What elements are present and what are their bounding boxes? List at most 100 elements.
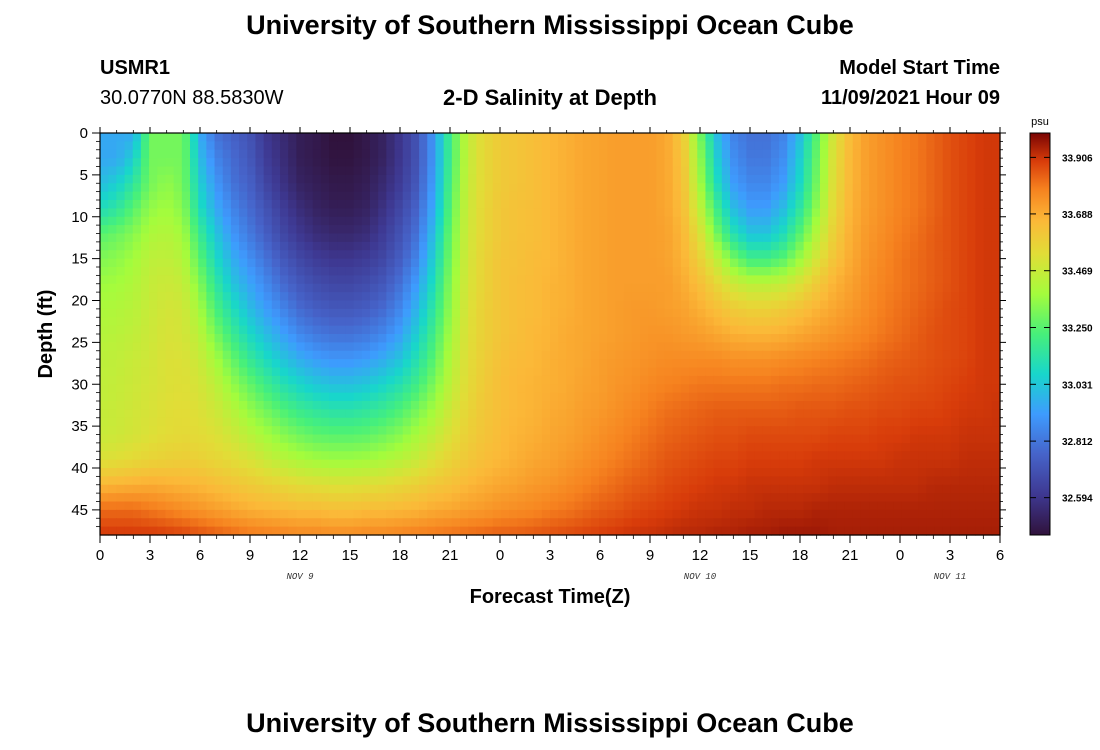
heatmap-cell [239,283,248,293]
heatmap-cell [312,476,322,486]
heatmap-cell [140,375,150,385]
heatmap-cell [541,476,551,486]
heatmap-cell [370,208,379,218]
heatmap-cell [460,283,469,293]
heatmap-cell [312,141,322,151]
heatmap-cell [901,317,911,327]
heatmap-cell [754,384,764,394]
heatmap-cell [877,392,887,402]
heatmap-cell [541,501,551,511]
heatmap-cell [280,501,289,511]
heatmap-cell [206,468,216,477]
heatmap-cell [779,501,788,511]
heatmap-cell [869,317,878,327]
heatmap-cell [623,375,633,385]
heatmap-cell [811,459,821,469]
heatmap-cell [558,158,567,168]
heatmap-cell [599,250,608,260]
heatmap-cell [239,342,248,352]
heatmap-cell [361,401,371,410]
heatmap-cell [623,317,633,327]
heatmap-cell [738,434,747,444]
heatmap-cell [255,409,265,419]
heatmap-cell [140,367,150,377]
heatmap-cell [689,334,698,343]
heatmap-cell [108,342,117,352]
heatmap-cell [108,442,117,452]
heatmap-cell [950,275,960,285]
heatmap-cell [337,350,347,360]
heatmap-cell [623,367,633,377]
heatmap-cell [100,317,109,327]
heatmap-cell [312,426,322,436]
heatmap-cell [697,417,707,427]
heatmap-cell [443,426,453,436]
heatmap-cell [100,174,109,184]
heatmap-cell [566,225,576,235]
heatmap-cell [108,275,117,285]
heatmap-cell [304,334,314,343]
heatmap-cell [926,484,936,494]
heatmap-cell [721,451,731,461]
heatmap-cell [533,384,543,394]
heatmap-cell [263,325,273,335]
heatmap-cell [116,493,126,503]
heatmap-cell [746,484,756,494]
heatmap-cell [664,225,674,235]
heatmap-cell [296,174,306,184]
heatmap-cell [967,325,977,335]
heatmap-cell [877,241,887,251]
heatmap-cell [558,241,567,251]
heatmap-cell [451,283,461,293]
heatmap-cell [852,417,862,427]
heatmap-cell [361,476,371,486]
heatmap-cell [844,476,854,486]
heatmap-cell [869,350,878,360]
heatmap-cell [574,392,584,402]
heatmap-cell [402,417,412,427]
heatmap-cell [934,158,944,168]
heatmap-cell [672,384,682,394]
heatmap-cell [648,493,657,503]
heatmap-cell [975,434,985,444]
heatmap-cell [893,350,903,360]
heatmap-cell [926,233,936,243]
heatmap-cell [869,225,878,235]
heatmap-cell [713,275,723,285]
heatmap-cell [149,191,158,201]
heatmap-cell [713,267,723,276]
heatmap-cell [100,183,109,193]
heatmap-cell [198,384,207,394]
heatmap-cell [574,300,584,310]
heatmap-cell [116,208,126,218]
heatmap-cell [116,283,126,293]
heatmap-cell [770,258,780,268]
heatmap-cell [517,200,527,209]
heatmap-cell [304,149,314,159]
heatmap-cell [713,459,723,469]
heatmap-cell [983,300,993,310]
heatmap-cell [582,141,592,151]
heatmap-cell [132,292,142,302]
heatmap-cell [787,275,797,285]
heatmap-cell [975,325,985,335]
heatmap-cell [132,241,142,251]
heatmap-cell [386,392,396,402]
heatmap-cell [214,166,224,176]
heatmap-cell [942,317,952,327]
heatmap-cell [705,225,715,235]
heatmap-cell [435,392,445,402]
heatmap-cell [910,359,919,369]
heatmap-cell [689,384,698,394]
heatmap-cell [214,216,224,226]
heatmap-cell [991,426,1001,436]
heatmap-cell [312,258,322,268]
heatmap-cell [525,283,535,293]
heatmap-cell [247,208,257,218]
heatmap-cell [198,166,207,176]
heatmap-cell [631,200,641,209]
heatmap-cell [525,183,535,193]
heatmap-cell [296,392,306,402]
heatmap-cell [590,133,600,142]
heatmap-cell [664,434,674,444]
